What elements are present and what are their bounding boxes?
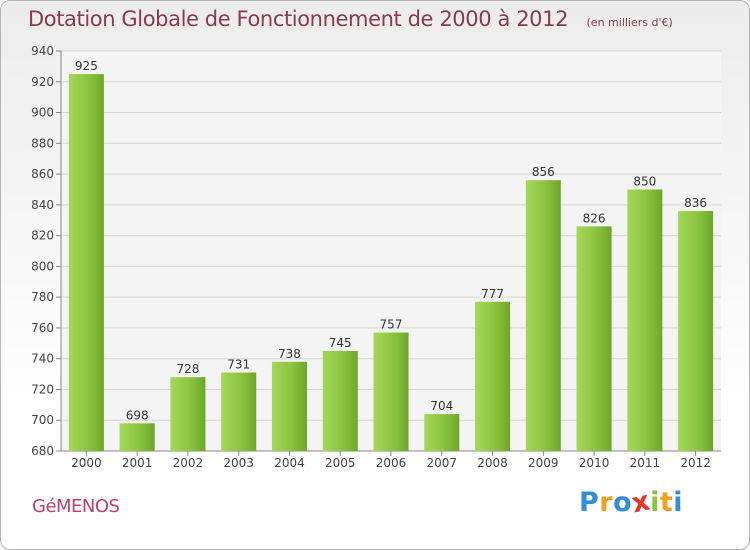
logo-letter: o — [613, 487, 633, 518]
data-label-2005: 745 — [329, 336, 352, 350]
logo-letter: i — [650, 487, 660, 518]
data-label-2007: 704 — [430, 399, 453, 413]
chart-title: Dotation Globale de Fonctionnement de 20… — [28, 7, 569, 31]
data-label-2012: 836 — [684, 196, 707, 210]
x-tick-label-2004: 2004 — [274, 456, 305, 470]
y-tick-label: 900 — [31, 106, 54, 120]
data-label-2001: 698 — [126, 408, 149, 422]
x-tick-label-2001: 2001 — [122, 456, 153, 470]
x-tick-label-2003: 2003 — [223, 456, 254, 470]
bar-2012 — [678, 211, 714, 451]
bar-2000 — [68, 74, 104, 452]
x-tick-label-2000: 2000 — [71, 456, 102, 470]
bar-2007 — [424, 414, 460, 451]
x-tick-label-2012: 2012 — [680, 456, 711, 470]
y-tick-label: 920 — [31, 75, 54, 89]
y-tick-label: 780 — [31, 290, 54, 304]
y-tick-label: 800 — [31, 259, 54, 273]
x-tick-label-2011: 2011 — [630, 456, 661, 470]
bar-2006 — [373, 332, 409, 451]
data-label-2008: 777 — [481, 287, 504, 301]
bar-2008 — [475, 301, 511, 451]
x-tick-label-2002: 2002 — [173, 456, 204, 470]
data-label-2010: 826 — [583, 211, 606, 225]
bar-2005 — [322, 351, 358, 451]
y-tick-label: 720 — [31, 382, 54, 396]
bar-2009 — [525, 180, 561, 451]
y-tick-label: 820 — [31, 229, 54, 243]
y-tick-label: 840 — [31, 198, 54, 212]
bar-2010 — [576, 226, 612, 451]
y-tick-label: 880 — [31, 136, 54, 150]
data-label-2006: 757 — [380, 318, 403, 332]
bar-2001 — [119, 423, 155, 451]
y-tick-label: 740 — [31, 352, 54, 366]
commune-name: GéMENOS — [32, 496, 120, 517]
x-tick-label-2009: 2009 — [528, 456, 559, 470]
data-label-2009: 856 — [532, 165, 555, 179]
bar-2011 — [627, 189, 663, 451]
chart-subtitle: (en milliers d'€) — [586, 16, 673, 29]
x-tick-label-2010: 2010 — [579, 456, 610, 470]
title-row: Dotation Globale de Fonctionnement de 20… — [28, 7, 673, 31]
y-tick-label: 680 — [31, 444, 54, 458]
data-label-2011: 850 — [633, 174, 656, 188]
x-tick-label-2006: 2006 — [376, 456, 407, 470]
y-tick-label: 860 — [31, 167, 54, 181]
data-label-2002: 728 — [176, 362, 199, 376]
x-tick-label-2007: 2007 — [426, 456, 457, 470]
bar-2003 — [221, 372, 257, 451]
y-tick-label: 760 — [31, 321, 54, 335]
y-tick-label: 940 — [31, 44, 54, 58]
data-label-2000: 925 — [75, 59, 98, 73]
x-tick-label-2008: 2008 — [477, 456, 508, 470]
bar-2004 — [271, 361, 307, 451]
bar-2002 — [170, 377, 206, 451]
logo-letter: r — [599, 487, 614, 518]
data-label-2004: 738 — [278, 347, 301, 361]
logo-letter: P — [579, 487, 600, 518]
logo-letter: t — [659, 487, 674, 518]
x-tick-label-2005: 2005 — [325, 456, 356, 470]
proxiti-logo[interactable]: Proxiti — [579, 485, 684, 519]
logo-letter: i — [673, 487, 684, 518]
y-tick-label: 700 — [31, 413, 54, 427]
data-label-2003: 731 — [227, 358, 250, 372]
